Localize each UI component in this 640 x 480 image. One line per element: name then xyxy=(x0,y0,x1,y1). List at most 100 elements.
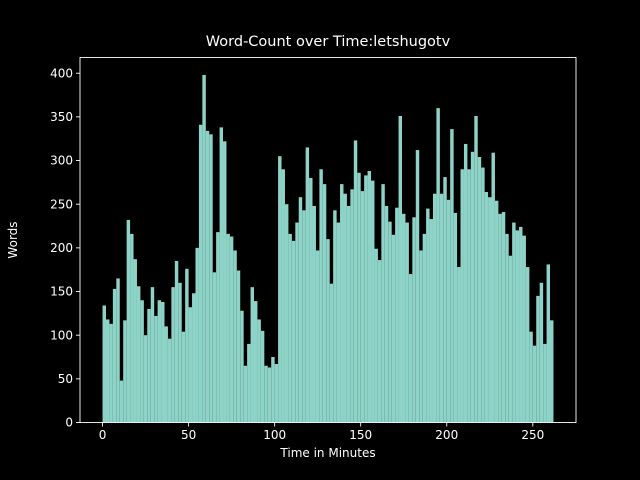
bar xyxy=(167,338,172,423)
bar xyxy=(384,205,389,423)
bar xyxy=(529,331,533,423)
bar xyxy=(185,268,189,423)
bar xyxy=(436,108,440,423)
bar xyxy=(116,278,120,423)
bar xyxy=(525,267,530,423)
bar xyxy=(519,226,523,423)
bar xyxy=(298,197,303,423)
x-tick-label: 100 xyxy=(263,428,286,442)
bar xyxy=(123,320,127,423)
bar xyxy=(164,326,168,423)
bar xyxy=(460,169,464,423)
bar xyxy=(405,222,409,423)
bar xyxy=(395,207,399,423)
bar xyxy=(154,315,158,423)
bar xyxy=(453,212,458,423)
bar xyxy=(371,180,375,423)
x-tick-label: 250 xyxy=(521,428,544,442)
bar xyxy=(209,134,213,423)
bar xyxy=(143,335,148,423)
x-tick-label: 0 xyxy=(99,428,107,442)
bar xyxy=(364,175,368,423)
bar xyxy=(446,199,451,423)
bar xyxy=(161,301,165,423)
bar xyxy=(374,248,378,423)
bar xyxy=(130,233,134,423)
y-tick-label: 0 xyxy=(65,416,73,430)
bar xyxy=(109,323,113,423)
bar xyxy=(350,189,354,423)
bar xyxy=(346,205,351,423)
bar xyxy=(491,152,495,423)
bar xyxy=(484,191,489,423)
bar xyxy=(247,343,251,423)
bar xyxy=(309,178,313,423)
bar xyxy=(422,233,427,423)
bar xyxy=(315,250,320,423)
bar xyxy=(498,213,502,423)
bar xyxy=(105,319,110,423)
bar xyxy=(377,260,382,423)
bar xyxy=(470,151,475,423)
axes-frame xyxy=(79,57,577,423)
bar xyxy=(381,184,385,423)
bar xyxy=(240,310,244,423)
bar xyxy=(278,156,282,423)
bar xyxy=(188,307,193,423)
bar xyxy=(260,330,265,423)
bar xyxy=(157,300,162,423)
bar xyxy=(457,267,461,423)
bar xyxy=(281,169,285,423)
bar xyxy=(133,259,137,423)
bar xyxy=(336,222,341,423)
bar xyxy=(112,288,117,423)
bar xyxy=(467,169,471,423)
y-tick-label: 200 xyxy=(50,241,73,255)
bar xyxy=(236,270,241,423)
x-tick-label: 150 xyxy=(349,428,372,442)
y-tick-label: 150 xyxy=(50,285,73,299)
bar xyxy=(501,212,506,423)
y-tick-label: 400 xyxy=(50,66,73,80)
bar xyxy=(546,264,551,423)
bar xyxy=(474,116,478,423)
bar xyxy=(333,210,337,423)
bar xyxy=(102,305,106,423)
bar xyxy=(357,172,361,423)
bar xyxy=(340,184,344,423)
bar xyxy=(398,116,403,423)
bar xyxy=(267,367,272,423)
bar xyxy=(477,157,482,423)
bar xyxy=(429,219,433,423)
bar xyxy=(402,213,406,423)
bar xyxy=(223,141,227,423)
bar xyxy=(543,343,547,423)
bar xyxy=(463,143,468,423)
bar xyxy=(150,287,155,423)
bar xyxy=(343,193,347,423)
bar xyxy=(126,219,131,423)
bar xyxy=(171,287,175,423)
bar xyxy=(250,287,254,423)
bar xyxy=(205,130,210,423)
bar xyxy=(353,140,358,423)
bar xyxy=(198,124,203,423)
bar xyxy=(192,293,196,423)
chart-title: Word-Count over Time:letshugotv xyxy=(205,34,451,50)
bar xyxy=(216,232,220,423)
bar xyxy=(326,239,330,423)
x-tick-label: 200 xyxy=(435,428,458,442)
bar xyxy=(136,286,141,423)
bar xyxy=(322,184,327,423)
bar xyxy=(408,274,413,423)
bar xyxy=(305,147,310,423)
bar xyxy=(536,295,540,423)
y-tick-label: 100 xyxy=(50,328,73,342)
bar xyxy=(119,380,124,423)
bar xyxy=(419,250,423,423)
bar xyxy=(181,331,186,423)
bar xyxy=(488,197,492,423)
bar xyxy=(522,235,526,423)
bar xyxy=(367,171,372,423)
